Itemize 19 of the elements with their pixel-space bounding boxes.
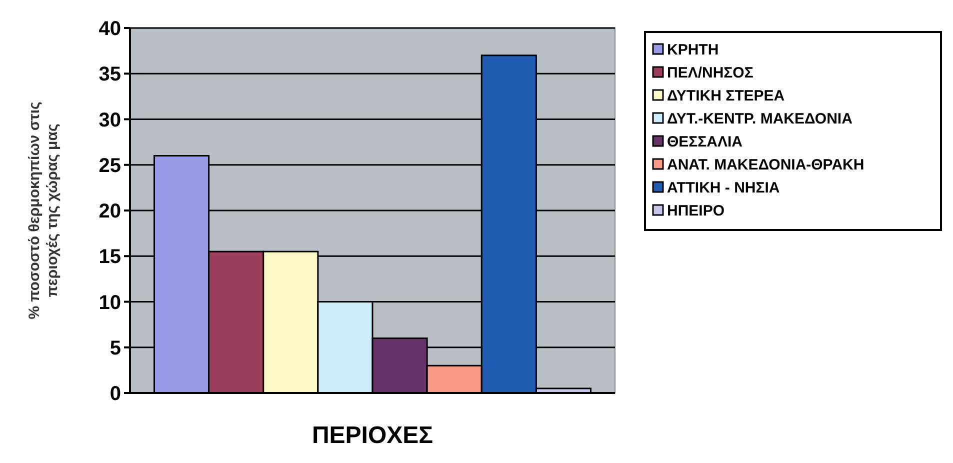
legend-label: ΚΡΗΤΗ — [667, 41, 719, 58]
y-tick-label: 40 — [98, 18, 121, 40]
y-axis-title: % ποσοστό θερμοκηπίων στις περιοχές της χώρας μας — [26, 102, 61, 320]
y-tick-label: 35 — [98, 64, 121, 86]
y-tick-label: 5 — [110, 337, 121, 360]
y-tick-label: 0 — [110, 383, 121, 405]
legend-label: ΗΠΕΙΡΟ — [667, 202, 725, 220]
legend-label: ΑΤΤΙΚΗ - ΝΗΣΙΑ — [667, 179, 780, 196]
y-tick-label: 30 — [98, 109, 121, 132]
legend-label: ΠΕΛ/ΝΗΣΟΣ — [667, 64, 754, 82]
x-axis-title: ΠΕΡΙΟΧΕΣ — [312, 422, 434, 449]
legend-label: ΑΝΑΤ. ΜΑΚΕΔΟΝΙΑ-ΘΡΑΚΗ — [667, 156, 864, 174]
y-tick-label: 15 — [98, 246, 121, 268]
legend-label: ΘΕΣΣΑΛΙΑ — [667, 133, 743, 150]
legend-label: ΔΥΤ.-ΚΕΝΤΡ. ΜΑΚΕΔΟΝΙΑ — [667, 110, 853, 128]
y-tick-label: 20 — [98, 200, 121, 222]
y-tick-label: 25 — [98, 154, 121, 177]
y-tick-label: 10 — [98, 292, 121, 314]
legend-label: ΔΥΤΙΚΗ ΣΤΕΡΕΑ — [667, 87, 785, 104]
